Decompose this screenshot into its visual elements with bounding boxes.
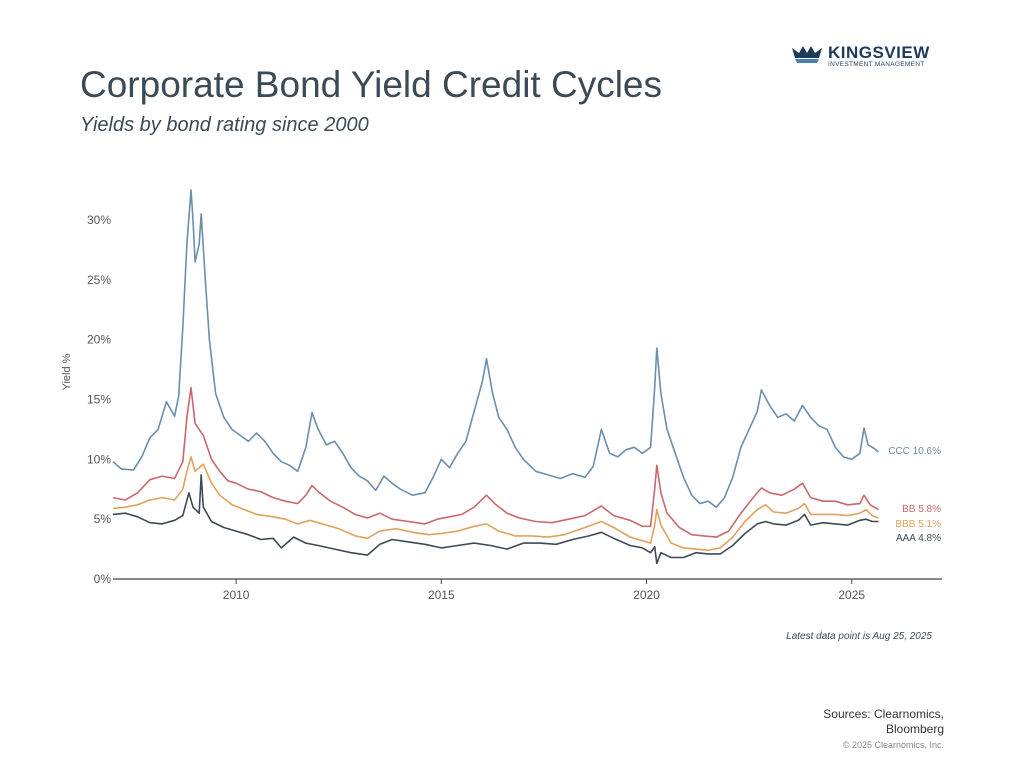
x-tick-label: 2010 xyxy=(223,588,250,602)
y-tick-label: 20% xyxy=(87,333,111,347)
brand-tagline: INVESTMENT MANAGEMENT xyxy=(828,61,925,68)
y-tick-label: 5% xyxy=(94,512,112,526)
brand-logo: KINGSVIEW INVESTMENT MANAGEMENT xyxy=(792,44,930,69)
y-tick-label: 0% xyxy=(94,572,112,586)
series-line-aaa xyxy=(112,474,879,565)
end-label-bb: BB 5.8% xyxy=(902,504,941,515)
end-label-aaa: AAA 4.8% xyxy=(896,533,941,544)
x-tick-label: 2015 xyxy=(428,588,455,602)
crown-icon xyxy=(792,46,822,63)
series-line-bb xyxy=(112,386,879,538)
brand-name: KINGSVIEW xyxy=(828,43,930,62)
page-title: Corporate Bond Yield Credit Cycles xyxy=(80,64,663,105)
series-line-bbb xyxy=(112,456,879,552)
copyright: © 2025 Clearnomics, Inc. xyxy=(842,740,944,750)
series-line-ccc xyxy=(112,189,879,508)
x-tick-label: 2020 xyxy=(633,588,660,602)
y-tick-label: 10% xyxy=(87,452,111,466)
latest-data-note: Latest data point is Aug 25, 2025 xyxy=(786,631,932,642)
end-label-bbb: BBB 5.1% xyxy=(895,519,941,530)
y-tick-label: 15% xyxy=(87,392,111,406)
sources-line-1: Sources: Clearnomics, xyxy=(823,707,944,721)
y-tick-label: 30% xyxy=(87,213,111,227)
y-axis-label: Yield % xyxy=(61,353,73,390)
x-tick-label: 2025 xyxy=(838,588,865,602)
page-subtitle: Yields by bond rating since 2000 xyxy=(80,114,369,136)
sources: Sources: Clearnomics, Bloomberg xyxy=(744,707,944,737)
y-tick-label: 25% xyxy=(87,273,111,287)
end-label-ccc: CCC 10.6% xyxy=(888,446,941,457)
sources-line-2: Bloomberg xyxy=(885,722,944,736)
